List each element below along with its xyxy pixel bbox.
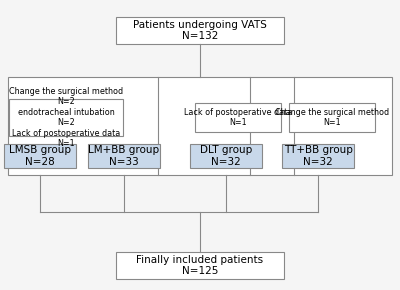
FancyBboxPatch shape <box>282 144 354 168</box>
FancyBboxPatch shape <box>88 144 160 168</box>
Text: Change the surgical method
N=1: Change the surgical method N=1 <box>275 108 389 127</box>
Text: LM+BB group
N=33: LM+BB group N=33 <box>88 145 160 167</box>
FancyBboxPatch shape <box>195 103 281 132</box>
FancyBboxPatch shape <box>116 251 284 279</box>
Text: Lack of postoperative data
N=1: Lack of postoperative data N=1 <box>184 108 292 127</box>
FancyBboxPatch shape <box>9 99 123 136</box>
Text: LMSB group
N=28: LMSB group N=28 <box>9 145 71 167</box>
Text: Change the surgical method
N=2
endotracheal intubation
N=2
Lack of postoperative: Change the surgical method N=2 endotrach… <box>9 87 123 148</box>
Text: DLT group
N=32: DLT group N=32 <box>200 145 252 167</box>
Text: Finally included patients
N=125: Finally included patients N=125 <box>136 255 264 276</box>
FancyBboxPatch shape <box>4 144 76 168</box>
Text: Patients undergoing VATS
N=132: Patients undergoing VATS N=132 <box>133 20 267 41</box>
FancyBboxPatch shape <box>190 144 262 168</box>
FancyBboxPatch shape <box>116 17 284 44</box>
Text: TT+BB group
N=32: TT+BB group N=32 <box>284 145 352 167</box>
FancyBboxPatch shape <box>289 103 375 132</box>
FancyBboxPatch shape <box>8 77 392 175</box>
